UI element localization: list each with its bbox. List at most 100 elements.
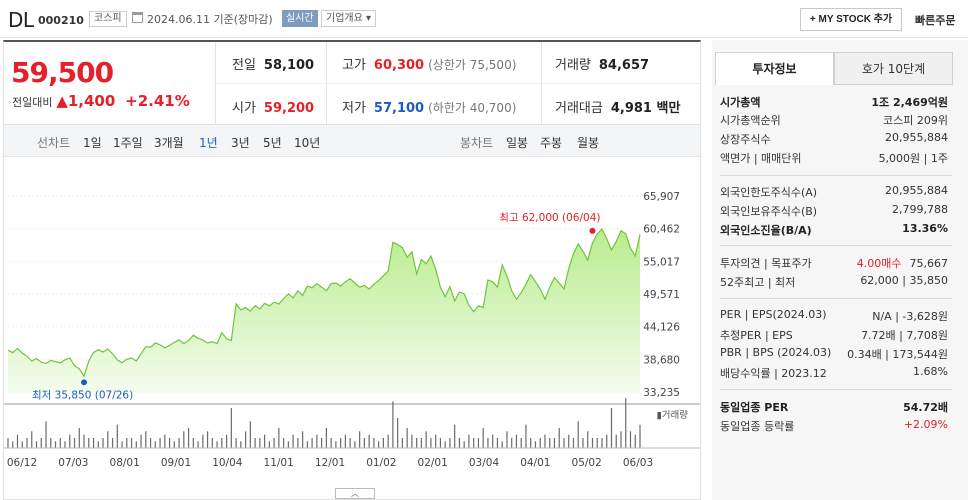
volume-bar — [64, 441, 66, 448]
volume-bar — [268, 441, 270, 448]
x-tick-label: 11/01 — [264, 457, 294, 469]
volume-bar — [149, 438, 152, 448]
volume-bar — [411, 434, 413, 448]
volume-bar — [425, 431, 427, 448]
volume-bar — [435, 434, 437, 448]
info-value: 5,000원 | 1주 — [878, 152, 948, 165]
info-value: 2,799,788 — [892, 203, 948, 216]
volume-bar — [335, 441, 337, 448]
volume-bar — [16, 434, 19, 448]
volume-bar — [206, 431, 209, 448]
volume-bar — [73, 438, 76, 448]
volume-bar — [12, 441, 14, 448]
volume-bar — [340, 438, 342, 448]
period-10y[interactable]: 10년 — [294, 136, 321, 150]
add-my-stock-button[interactable]: + MY STOCK 추가 — [800, 8, 902, 31]
volume-bar — [539, 438, 541, 448]
period-3m[interactable]: 3개월 — [154, 136, 184, 150]
volume-bar — [378, 441, 380, 448]
period-5y[interactable]: 5년 — [263, 136, 282, 150]
company-overview-dropdown[interactable]: 기업개요 ▾ — [321, 10, 376, 27]
info-row: 동일업종 PER 54.72배 — [720, 399, 948, 417]
info-value: 20,955,884 — [885, 184, 948, 197]
info-value: +2.09% — [903, 418, 948, 431]
volume-bar — [216, 441, 218, 448]
volume-bar — [221, 438, 223, 448]
realtime-button[interactable]: 실시간 — [282, 10, 318, 27]
info-label: 외국인보유주식수(B) — [720, 205, 818, 218]
volume-bar — [292, 434, 294, 448]
period-1d[interactable]: 1일 — [83, 136, 102, 150]
volume-bar — [473, 438, 475, 448]
collapse-chart-button[interactable]: ︿ — [335, 488, 375, 499]
volume-bar — [568, 434, 570, 448]
info-row: PBR | BPS (2024.03) 0.34배 | 173,544원 — [720, 346, 948, 364]
y-tick-label: 44,126 — [643, 322, 680, 334]
volume-bar — [297, 438, 299, 448]
volume-bar — [392, 401, 394, 448]
info-label: 동일업종 PER — [720, 401, 789, 414]
change-percent: +2.41% — [125, 92, 190, 110]
volume-bar — [78, 428, 80, 448]
period-1y[interactable]: 1년 — [199, 136, 218, 150]
tab-investment-info[interactable]: 투자정보 — [715, 52, 834, 85]
volume-bar — [145, 431, 147, 448]
volume-bar — [629, 431, 632, 448]
volume-bar — [496, 438, 499, 448]
info-value: 4.00매수 75,667 — [856, 257, 948, 270]
volume-bar — [244, 431, 247, 448]
info-label: 시가총액 — [720, 96, 761, 109]
period-3y[interactable]: 3년 — [231, 136, 250, 150]
volume-bar — [249, 421, 251, 448]
info-value: 1.68% — [913, 365, 948, 378]
volume-bar — [26, 438, 28, 448]
stock-code: 000210 — [38, 14, 84, 27]
volume-bar — [534, 441, 537, 448]
volume-bar — [178, 438, 180, 448]
y-tick-label: 65,907 — [643, 191, 680, 203]
volume-bar — [344, 434, 346, 448]
info-row: 동일업종 등락률 +2.09% — [720, 418, 948, 436]
volume-bar — [468, 434, 470, 448]
y-tick-label: 33,235 — [643, 387, 680, 399]
tab-order-book[interactable]: 호가 10단계 — [834, 52, 953, 85]
volume-stat: 거래량 84,657 — [555, 58, 650, 73]
info-row: 시가총액순위 코스피 209위 — [720, 112, 948, 130]
volume-bar — [92, 438, 95, 448]
high-price: 고가 60,300 (상한가 75,500) — [342, 58, 517, 73]
candle-monthly[interactable]: 월봉 — [577, 136, 600, 150]
volume-bar — [50, 438, 52, 448]
volume-bar — [225, 434, 228, 448]
volume-bar — [116, 424, 118, 448]
low-marker — [81, 379, 88, 386]
volume-bar — [544, 434, 546, 448]
volume-bar — [615, 434, 617, 448]
period-bar: 선차트 1일 1주일 3개월 1년 3년 5년 10년 봉차트 일봉 주봉 월봉 — [4, 125, 700, 157]
quick-order-link[interactable]: 빠른주문 — [915, 14, 956, 27]
calendar-icon — [132, 12, 143, 23]
info-label: 배당수익률 | 2023.12 — [720, 367, 827, 380]
info-label: 52주최고 | 최저 — [720, 276, 796, 289]
info-row: 외국인보유주식수(B) 2,799,788 — [720, 203, 948, 221]
current-price: 59,500 — [11, 56, 114, 89]
section-divider — [720, 175, 952, 176]
candle-daily[interactable]: 일봉 — [506, 136, 529, 150]
candle-weekly[interactable]: 주봉 — [540, 136, 563, 150]
volume-bar — [463, 441, 465, 448]
volume-bar — [202, 434, 204, 448]
market-badge: 코스피 — [89, 11, 127, 27]
volume-bar — [192, 438, 194, 448]
volume-bar — [306, 441, 308, 448]
price-line — [7, 227, 641, 378]
info-value: 0.34배 | 173,544원 — [847, 348, 948, 361]
volume-bar — [259, 438, 261, 448]
period-1w[interactable]: 1주일 — [113, 136, 143, 150]
volume-bar — [21, 441, 23, 448]
trade-amount: 거래대금 4,981 백만 — [555, 101, 681, 116]
volume-bar — [449, 438, 451, 448]
volume-bar — [325, 428, 327, 448]
volume-bar — [596, 438, 598, 448]
y-tick-label: 55,017 — [643, 256, 680, 268]
x-tick-label: 12/01 — [315, 457, 345, 469]
volume-bar — [135, 441, 137, 448]
